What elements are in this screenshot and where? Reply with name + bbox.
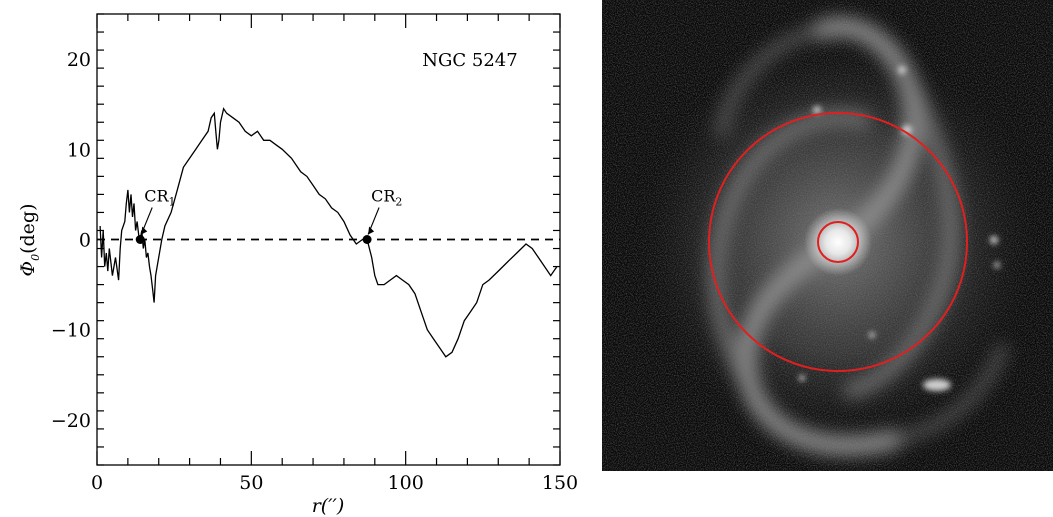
- phase-angle-chart: 0 50 100 150 −20 −10 0 10 20 CR1 CR2 NGC 5247 r(′…: [17, 13, 578, 517]
- corotation-arrowhead: [141, 226, 148, 235]
- galaxy-core: [804, 208, 872, 276]
- series-line: [99, 107, 558, 358]
- x-axis-label: r(′′): [312, 495, 345, 517]
- y-axis-label-unit: (deg): [17, 204, 39, 254]
- y-tick-label: −10: [51, 320, 91, 342]
- inner-corotation-circle: [817, 221, 859, 263]
- x-tick-label: 150: [542, 472, 578, 494]
- y-axis-label: Φ0(deg): [17, 204, 42, 277]
- galaxy-image: [602, 0, 1053, 471]
- outer-corotation-circle: [708, 112, 968, 372]
- corotation-point: [362, 235, 372, 244]
- x-tick-label: 100: [388, 472, 424, 494]
- corotation-label: CR1: [144, 187, 175, 209]
- y-axis-label-subscript: 0: [29, 254, 42, 261]
- chart-title: NGC 5247: [422, 50, 517, 71]
- corotation-arrowhead: [368, 226, 375, 235]
- y-tick-label: 20: [67, 49, 91, 71]
- x-tick-label: 0: [91, 472, 103, 494]
- y-tick-label: −20: [51, 410, 91, 432]
- x-tick-label: 50: [239, 472, 263, 494]
- y-tick-label: 0: [79, 230, 91, 252]
- corotation-point: [135, 235, 145, 244]
- hii-knots: [799, 66, 1000, 391]
- corotation-label: CR2: [371, 187, 402, 209]
- y-tick-label: 10: [67, 139, 91, 161]
- y-axis-label-symbol: Φ: [17, 261, 39, 277]
- spiral-arms: [707, 16, 1009, 457]
